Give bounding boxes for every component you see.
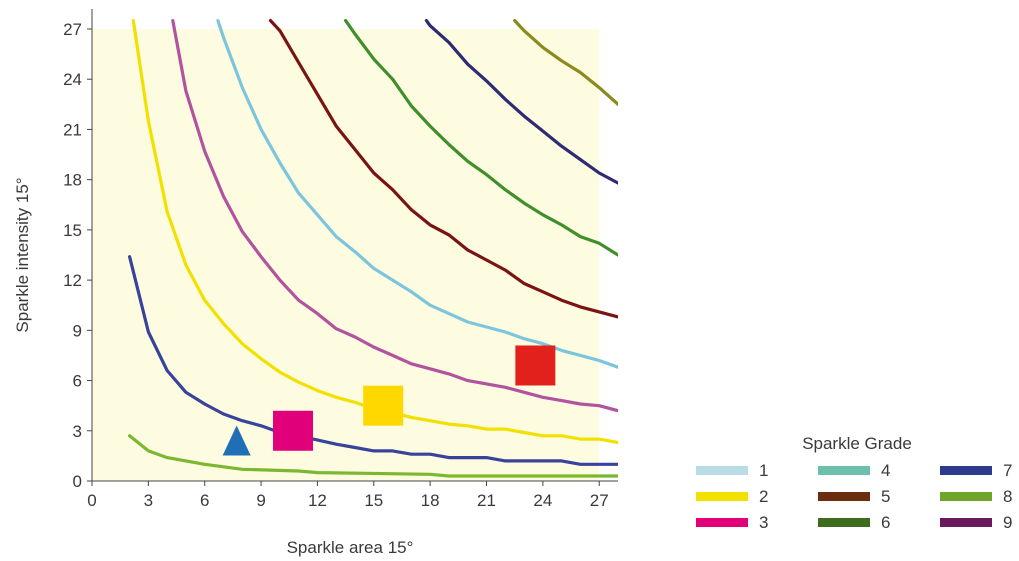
series-line-6 bbox=[268, 19, 618, 319]
x-tick-label: 6 bbox=[200, 491, 209, 510]
legend-swatch-6 bbox=[818, 518, 870, 527]
legend-swatch-1 bbox=[696, 466, 748, 475]
legend-swatch-2 bbox=[696, 492, 748, 501]
y-tick-label: 9 bbox=[73, 321, 82, 340]
legend-label-5: 5 bbox=[881, 487, 890, 506]
x-tick-label: 3 bbox=[144, 491, 153, 510]
legend: Sparkle Grade 1 2 3 4 5 6 7 8 9 bbox=[696, 434, 1012, 532]
x-tick-label: 9 bbox=[256, 491, 265, 510]
series-line-7 bbox=[344, 19, 618, 257]
legend-swatch-3 bbox=[696, 518, 748, 527]
legend-swatch-8 bbox=[940, 492, 992, 501]
marker-square-2 bbox=[273, 410, 314, 451]
highlight-region bbox=[92, 29, 600, 481]
legend-label-4: 4 bbox=[881, 461, 890, 480]
legend-swatch-9 bbox=[940, 518, 992, 527]
y-tick-label: 27 bbox=[63, 20, 82, 39]
legend-swatch-4 bbox=[818, 466, 870, 475]
legend-label-8: 8 bbox=[1003, 487, 1012, 506]
highlight-layer bbox=[92, 29, 600, 481]
legend-label-9: 9 bbox=[1003, 513, 1012, 532]
legend-swatch-7 bbox=[940, 466, 992, 475]
x-tick-label: 24 bbox=[533, 491, 552, 510]
series-line-9 bbox=[513, 19, 618, 106]
series-line-2 bbox=[128, 255, 618, 466]
y-tick-label: 3 bbox=[73, 422, 82, 441]
series-line-8 bbox=[424, 19, 618, 185]
y-tick-label: 18 bbox=[63, 171, 82, 190]
legend-swatch-5 bbox=[818, 492, 870, 501]
y-tick-label: 0 bbox=[73, 472, 82, 491]
marker-triangle-1 bbox=[222, 425, 251, 456]
legend-label-1: 1 bbox=[759, 461, 768, 480]
legend-label-3: 3 bbox=[759, 513, 768, 532]
x-tick-label: 12 bbox=[308, 491, 327, 510]
x-tick-label: 15 bbox=[364, 491, 383, 510]
axis-layer: 0 3 6 9 12 15 18 21 24 27 0 3 6 9 12 15 18 21 24 27 bbox=[63, 9, 618, 510]
y-tick-label: 24 bbox=[63, 70, 82, 89]
y-tick-label: 12 bbox=[63, 271, 82, 290]
series-line-4 bbox=[171, 19, 618, 413]
x-tick-label: 21 bbox=[477, 491, 496, 510]
x-tick-label: 18 bbox=[421, 491, 440, 510]
x-axis-title: Sparkle area 15° bbox=[287, 538, 414, 557]
y-axis-title: Sparkle intensity 15° bbox=[13, 177, 32, 332]
y-tick-label: 15 bbox=[63, 221, 82, 240]
y-tick-label: 6 bbox=[73, 372, 82, 391]
legend-label-6: 6 bbox=[881, 513, 890, 532]
x-tick-label: 0 bbox=[87, 491, 96, 510]
x-tick-label: 27 bbox=[590, 491, 609, 510]
marker-square-3 bbox=[363, 385, 404, 426]
legend-label-2: 2 bbox=[759, 487, 768, 506]
marker-square-4 bbox=[515, 345, 556, 386]
marker-layer bbox=[222, 345, 556, 456]
y-tick-label: 21 bbox=[63, 120, 82, 139]
legend-label-7: 7 bbox=[1003, 461, 1012, 480]
legend-title: Sparkle Grade bbox=[802, 434, 912, 453]
series-line-1 bbox=[128, 434, 618, 478]
